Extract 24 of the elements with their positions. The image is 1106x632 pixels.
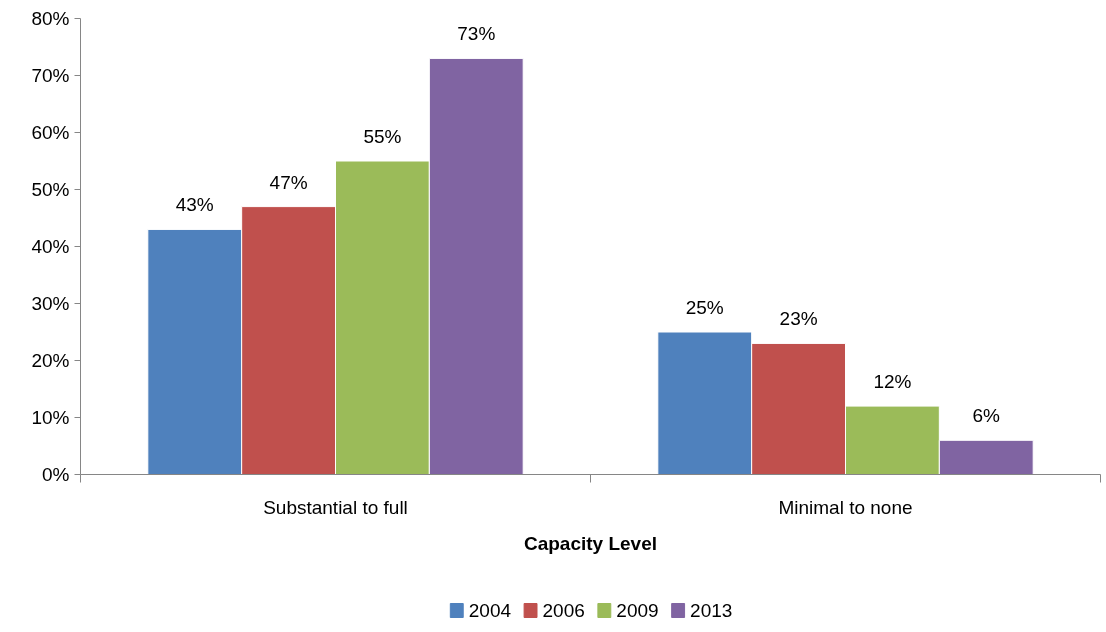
y-tick-label: 80% (31, 8, 70, 29)
legend-label: 2013 (690, 600, 733, 621)
x-tick-label: Substantial to full (263, 496, 408, 518)
data-label: 23% (779, 308, 818, 330)
y-tick-label: 20% (31, 350, 70, 371)
legend-label: 2009 (616, 600, 659, 621)
data-label: 73% (457, 23, 496, 45)
x-tick-label: Minimal to none (778, 496, 913, 518)
x-axis-title: Capacity Level (523, 532, 658, 554)
data-label: 47% (269, 171, 308, 193)
data-label: 55% (363, 126, 402, 147)
data-label: 6% (972, 405, 1001, 427)
y-tick-label: 10% (31, 407, 70, 428)
y-tick-label: 60% (31, 122, 70, 143)
data-label: 43% (175, 194, 214, 216)
legend-label: 2004 (468, 600, 512, 621)
data-label: 12% (873, 371, 912, 393)
y-tick-label: 70% (31, 65, 70, 86)
y-tick-label: 50% (31, 179, 70, 200)
y-tick-label: 0% (42, 464, 70, 485)
data-label: 25% (685, 297, 724, 318)
y-tick-label: 30% (31, 293, 70, 314)
legend-label: 2006 (542, 600, 585, 621)
y-tick-label: 40% (31, 236, 70, 257)
